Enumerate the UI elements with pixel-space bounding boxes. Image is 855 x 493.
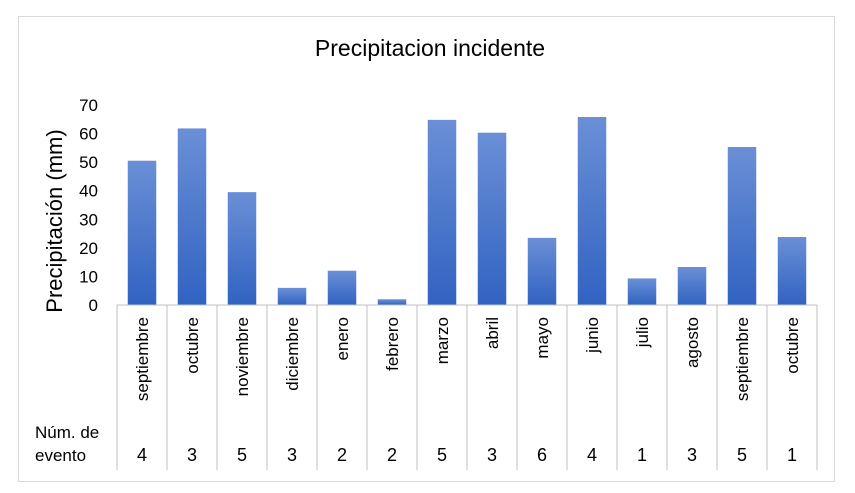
- category-label: noviembre: [233, 317, 252, 396]
- bars: [127, 117, 807, 305]
- bar-12: [677, 267, 707, 305]
- event-count-row: 4 3 5 3 2 2 5 3 6 4 1 3 5 1: [137, 445, 797, 465]
- category-label: mayo: [533, 317, 552, 359]
- y-axis-label: Precipitación (mm): [42, 129, 67, 312]
- bar-9: [527, 237, 557, 305]
- category-label: abril: [483, 317, 502, 349]
- y-tick-label: 10: [79, 267, 98, 286]
- bar-8: [477, 132, 507, 305]
- y-tick-label: 20: [79, 239, 98, 258]
- y-tick-label: 30: [79, 210, 98, 229]
- event-count-value: 1: [637, 445, 647, 465]
- event-count-value: 5: [237, 445, 247, 465]
- event-count-value: 3: [287, 445, 297, 465]
- bar-10: [577, 117, 607, 305]
- event-count-value: 4: [587, 445, 597, 465]
- y-tick-label: 40: [79, 182, 98, 201]
- event-count-value: 5: [737, 445, 747, 465]
- event-count-value: 3: [687, 445, 697, 465]
- table-row-label-line-2: evento: [35, 446, 86, 465]
- bar-5: [327, 270, 357, 305]
- event-count-value: 2: [337, 445, 347, 465]
- table-row-label-line-1: Núm. de: [35, 423, 99, 442]
- bar-7: [427, 119, 457, 305]
- category-label: septiembre: [133, 317, 152, 401]
- bar-13: [727, 147, 757, 305]
- y-tick-label: 60: [79, 125, 98, 144]
- category-label: diciembre: [283, 317, 302, 391]
- category-label: octubre: [783, 317, 802, 374]
- y-tick-label: 70: [79, 96, 98, 115]
- category-label: septiembre: [733, 317, 752, 401]
- category-label: febrero: [383, 317, 402, 371]
- event-count-value: 2: [387, 445, 397, 465]
- category-labels: septiembre octubre noviembre diciembre enero…: [133, 317, 802, 401]
- y-tick-label: 0: [89, 296, 98, 315]
- category-label: junio: [583, 317, 602, 354]
- chart-title: Precipitacion incidente: [315, 35, 545, 61]
- event-count-value: 5: [437, 445, 447, 465]
- y-tick-label: 50: [79, 153, 98, 172]
- category-label: octubre: [183, 317, 202, 374]
- bar-11: [627, 278, 657, 305]
- event-count-value: 3: [187, 445, 197, 465]
- category-label: agosto: [683, 317, 702, 368]
- category-label: marzo: [433, 317, 452, 364]
- bar-14: [777, 237, 807, 305]
- bar-1: [127, 160, 157, 305]
- event-count-value: 6: [537, 445, 547, 465]
- bar-4: [277, 287, 307, 305]
- bar-2: [177, 128, 207, 305]
- bar-6: [377, 299, 407, 305]
- y-axis-ticks: 0 10 20 30 40 50 60 70: [79, 96, 98, 315]
- event-count-value: 1: [787, 445, 797, 465]
- category-table-lines: [116, 304, 818, 470]
- event-count-value: 3: [487, 445, 497, 465]
- category-label: enero: [333, 317, 352, 360]
- bar-3: [227, 192, 257, 305]
- event-count-value: 4: [137, 445, 147, 465]
- category-label: julio: [633, 317, 652, 348]
